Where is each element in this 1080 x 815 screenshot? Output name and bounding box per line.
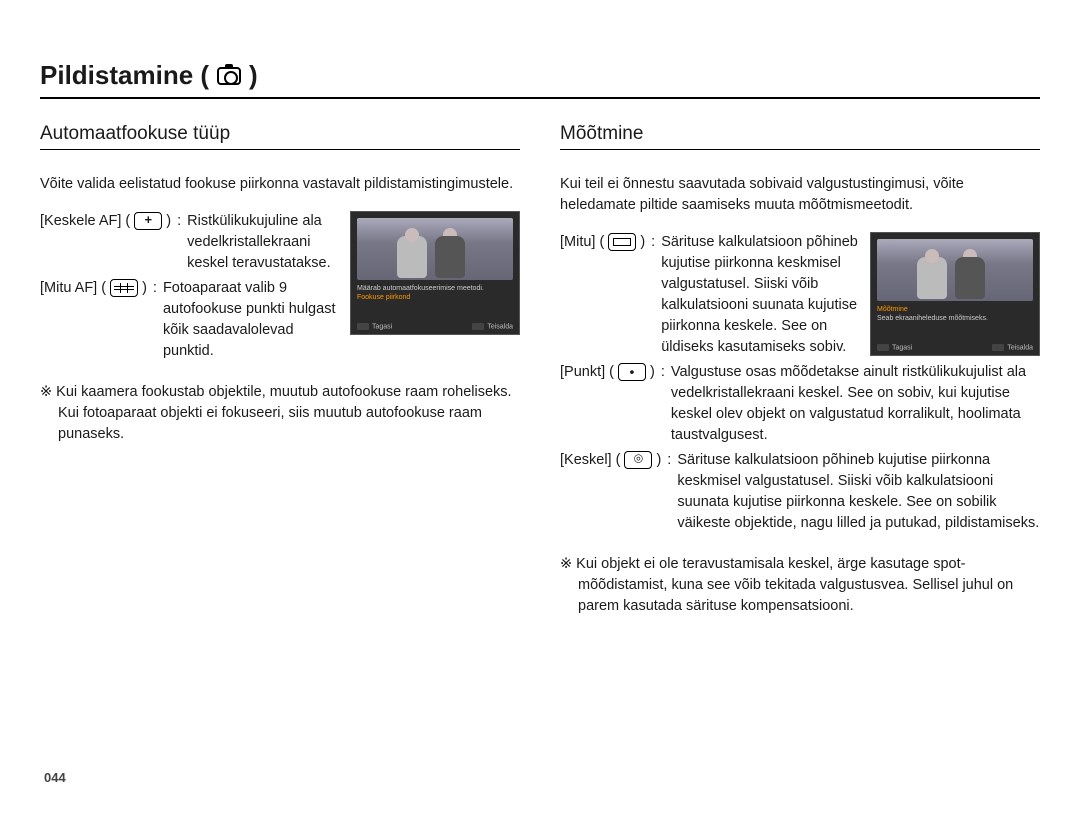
option-label: [Keskel] (): [560, 450, 667, 534]
option-row: [Punkt] () : Valgustuse osas mõõdetakse …: [560, 362, 1040, 446]
camera-icon: [217, 67, 241, 85]
right-column: Mõõtmine Kui teil ei õnnestu saavutada s…: [560, 123, 1040, 617]
thumb-back: Tagasi: [877, 344, 912, 351]
thumb-move: Teisalda: [472, 323, 513, 330]
right-options: Mõõtmine Seab ekraaniheleduse mõõtmiseks…: [560, 232, 1040, 534]
option-row: [Keskele AF] () : Ristkülikukujuline ala…: [40, 211, 340, 274]
option-desc: Valgustuse osas mõõdetakse ainult ristkü…: [671, 362, 1040, 446]
option-label: [Mitu AF] (): [40, 278, 153, 362]
option-row: [Mitu] () : Särituse kalkulatsioon põhin…: [560, 232, 860, 358]
colon: :: [667, 450, 677, 534]
page-title-suffix: ): [249, 60, 258, 91]
option-row: [Keskel] () : Särituse kalkulatsioon põh…: [560, 450, 1040, 534]
right-note: ※Kui objekt ei ole teravustamisala keske…: [560, 554, 1040, 617]
thumb-photo: [877, 239, 1033, 301]
spot-metering-icon: [618, 363, 646, 381]
option-label: [Punkt] (): [560, 362, 661, 446]
colon: :: [661, 362, 671, 446]
thumb-line1: Määrab automaatfokuseerimise meetodi.: [357, 284, 513, 293]
center-af-icon: [134, 212, 162, 230]
thumb-footer: Tagasi Teisalda: [877, 344, 1033, 351]
option-desc: Särituse kalkulatsioon põhineb kujutise …: [661, 232, 860, 358]
right-intro: Kui teil ei õnnestu saavutada sobivaid v…: [560, 174, 1040, 216]
left-intro: Võite valida eelistatud fookuse piirkonn…: [40, 174, 520, 195]
left-thumbnail: Määrab automaatfokuseerimise meetodi. Fo…: [350, 211, 520, 335]
option-desc: Särituse kalkulatsioon põhineb kujutise …: [677, 450, 1040, 534]
left-column: Automaatfookuse tüüp Võite valida eelist…: [40, 123, 520, 617]
note-marker: ※: [560, 556, 576, 572]
center-metering-icon: [624, 451, 652, 469]
left-heading: Automaatfookuse tüüp: [40, 123, 520, 150]
colon: :: [177, 211, 187, 274]
thumb-line2: Fookuse piirkond: [357, 293, 513, 302]
thumb-footer: Tagasi Teisalda: [357, 323, 513, 330]
option-row: [Mitu AF] () : Fotoaparaat valib 9 autof…: [40, 278, 340, 362]
thumb-line1: Mõõtmine: [877, 305, 1033, 314]
multi-metering-icon: [608, 233, 636, 251]
option-label: [Mitu] (): [560, 232, 651, 358]
multi-af-icon: [110, 279, 138, 297]
thumb-move: Teisalda: [992, 344, 1033, 351]
note-marker: ※: [40, 384, 56, 400]
option-desc: Ristkülikukujuline ala vedelkristallekra…: [187, 211, 340, 274]
option-label: [Keskele AF] (): [40, 211, 177, 274]
thumb-line2: Seab ekraaniheleduse mõõtmiseks.: [877, 314, 1033, 323]
left-options: Määrab automaatfokuseerimise meetodi. Fo…: [40, 211, 520, 362]
thumb-photo: [357, 218, 513, 280]
colon: :: [651, 232, 661, 358]
left-note: ※Kui kaamera fookustab objektile, muutub…: [40, 382, 520, 445]
page-title-prefix: Pildistamine (: [40, 60, 209, 91]
option-desc: Fotoaparaat valib 9 autofookuse punkti h…: [163, 278, 340, 362]
thumb-back: Tagasi: [357, 323, 392, 330]
thumb-menu: Mõõtmine Seab ekraaniheleduse mõõtmiseks…: [877, 305, 1033, 323]
colon: :: [153, 278, 163, 362]
thumb-menu: Määrab automaatfokuseerimise meetodi. Fo…: [357, 284, 513, 302]
page-title: Pildistamine ( ): [40, 60, 1040, 99]
right-thumbnail: Mõõtmine Seab ekraaniheleduse mõõtmiseks…: [870, 232, 1040, 356]
right-heading: Mõõtmine: [560, 123, 1040, 150]
page-number: 044: [44, 770, 66, 785]
